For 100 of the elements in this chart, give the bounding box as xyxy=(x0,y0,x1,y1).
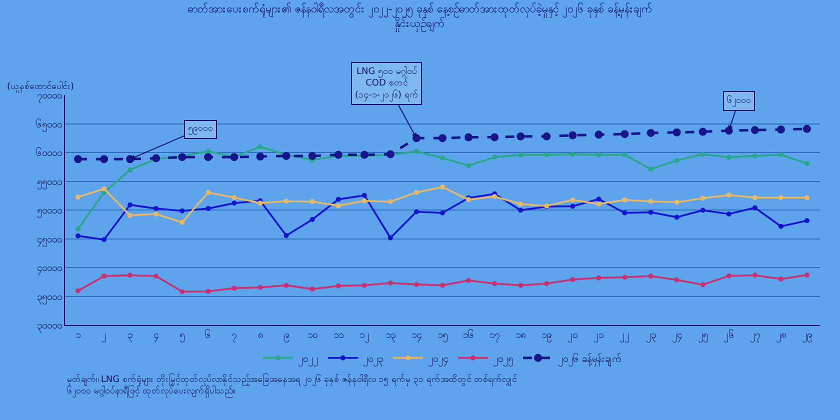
point xyxy=(700,282,706,288)
point xyxy=(752,195,758,200)
chart-title: ဓာတ်အားပေးစက်ရုံများ၏ ဇန်နဝါရီလအတွင်း ၂၀၂၂-၂၀၂၅ ခုနှစ် နေ့စဉ်ဓာတ်အားထုတ်လုပ်ခဲ့မှုနှင့် ၂၀၂၆ ခုနှစ် ခန့်မှန်းချက် နှိုင်းယှဉ်ချက် xyxy=(187,2,653,32)
x-tick-label: ၁၉ xyxy=(542,330,552,343)
point xyxy=(778,276,784,282)
point xyxy=(258,144,263,150)
point xyxy=(440,156,445,161)
x-tick-label: ၂၁ xyxy=(594,330,604,343)
point xyxy=(700,196,706,201)
point xyxy=(154,274,159,279)
point xyxy=(284,198,289,204)
y-tick-label: ၇၀၀၀၀ xyxy=(37,90,62,104)
point xyxy=(466,278,472,283)
point xyxy=(440,184,445,190)
point xyxy=(648,166,654,172)
x-tick-label: ၈ xyxy=(258,330,263,341)
point xyxy=(362,198,367,204)
point xyxy=(204,153,212,162)
annotation: ၆၂၀၀၀ xyxy=(727,95,751,107)
point xyxy=(128,272,133,278)
y-axis-title: (ယူနစ်ထောင်ပေါင်း) xyxy=(7,81,74,93)
y-tick-label: ၃၀၀၀၀ xyxy=(37,320,62,334)
x-tick-label: ၁၁ xyxy=(333,330,344,341)
point xyxy=(154,206,159,212)
point xyxy=(388,235,393,240)
point xyxy=(440,210,445,216)
point xyxy=(778,152,784,158)
legend-label: ၂၀၂၆ ခန့်မှန်းချက် xyxy=(558,352,622,367)
point xyxy=(674,277,680,282)
point xyxy=(362,282,367,288)
point xyxy=(310,286,315,292)
point xyxy=(258,284,263,290)
x-tick-label: ၂၂ xyxy=(620,330,630,343)
point xyxy=(256,152,264,161)
point xyxy=(360,150,368,159)
point xyxy=(622,210,628,216)
point xyxy=(76,226,81,232)
x-tick-label: ၁၀ xyxy=(307,330,318,341)
x-tick-label: ၄ xyxy=(154,330,159,343)
point xyxy=(282,152,290,160)
x-tick-label: ၁ xyxy=(76,330,81,341)
y-tick-label: ၆၀၀၀၀ xyxy=(36,146,62,159)
point xyxy=(594,130,603,139)
x-tick-label: ၂၆ xyxy=(723,328,734,343)
point xyxy=(388,199,393,204)
point xyxy=(750,126,759,134)
point xyxy=(726,192,732,198)
point xyxy=(414,209,419,214)
point xyxy=(518,282,524,288)
point xyxy=(544,152,550,158)
point xyxy=(570,197,576,202)
x-tick-label: ၂၃ xyxy=(646,330,656,343)
point xyxy=(570,204,576,209)
point xyxy=(414,148,419,154)
point xyxy=(232,286,237,291)
point xyxy=(648,210,654,215)
point xyxy=(440,282,445,288)
point xyxy=(362,192,367,198)
point xyxy=(700,208,706,213)
point xyxy=(100,155,108,164)
point xyxy=(76,288,81,294)
point xyxy=(206,148,211,154)
point xyxy=(128,212,133,218)
y-tick-label: ၅၅၀၀၀ xyxy=(37,176,62,190)
x-tick-label: ၂၄ xyxy=(672,330,682,343)
point xyxy=(752,205,758,210)
point xyxy=(388,280,393,286)
point xyxy=(74,155,82,164)
point xyxy=(334,150,342,159)
point xyxy=(672,128,681,136)
point xyxy=(544,281,550,286)
point xyxy=(542,132,551,140)
legend-label: ၂၀၂၂ xyxy=(298,354,318,367)
x-tick-label: ၁၅ xyxy=(438,330,448,343)
point xyxy=(622,274,628,280)
legend-label: ၂၀၂၄ xyxy=(428,354,448,367)
point xyxy=(154,212,159,217)
annotation: LNG ၅၀၀ မဂ္ဂါဝပ် COD စတင် (၁၄-၁-၂၀၂၆) ရက် xyxy=(355,66,418,102)
point xyxy=(76,194,81,200)
point xyxy=(310,216,315,222)
x-tick-label: ၁၇ xyxy=(490,330,500,343)
x-tick-label: ၆ xyxy=(205,328,212,341)
x-tick-label: ၂ xyxy=(102,330,107,343)
point xyxy=(258,200,263,206)
point xyxy=(778,195,784,200)
point xyxy=(128,167,133,172)
point xyxy=(804,272,810,278)
point xyxy=(232,200,237,206)
point xyxy=(622,197,628,202)
point xyxy=(804,160,810,166)
x-tick-label: ၁၂ xyxy=(359,330,370,343)
point xyxy=(464,133,473,142)
point xyxy=(308,152,316,160)
point xyxy=(414,190,419,195)
x-tick-label: ၂၈ xyxy=(776,330,786,343)
point xyxy=(414,282,419,287)
point xyxy=(284,282,289,288)
point xyxy=(152,154,160,162)
point xyxy=(776,126,785,134)
point xyxy=(802,124,811,133)
